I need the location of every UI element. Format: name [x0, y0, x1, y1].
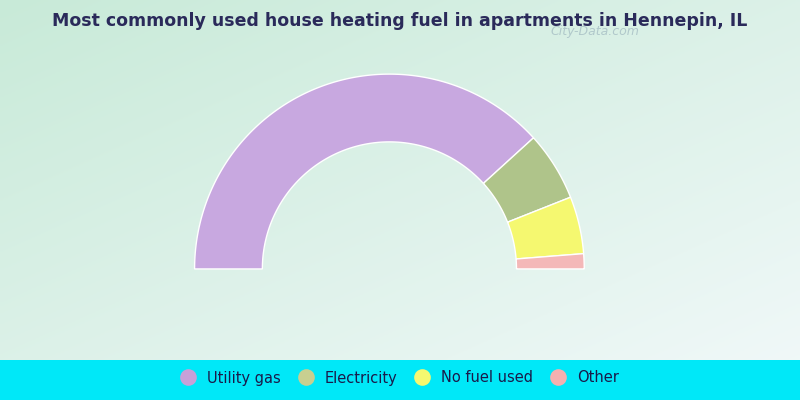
Text: Most commonly used house heating fuel in apartments in Hennepin, IL: Most commonly used house heating fuel in… [52, 12, 748, 30]
Legend: Utility gas, Electricity, No fuel used, Other: Utility gas, Electricity, No fuel used, … [181, 370, 619, 386]
Polygon shape [507, 197, 584, 259]
Polygon shape [516, 254, 584, 269]
Text: City-Data.com: City-Data.com [550, 25, 639, 38]
Polygon shape [194, 74, 534, 269]
Polygon shape [483, 138, 570, 222]
